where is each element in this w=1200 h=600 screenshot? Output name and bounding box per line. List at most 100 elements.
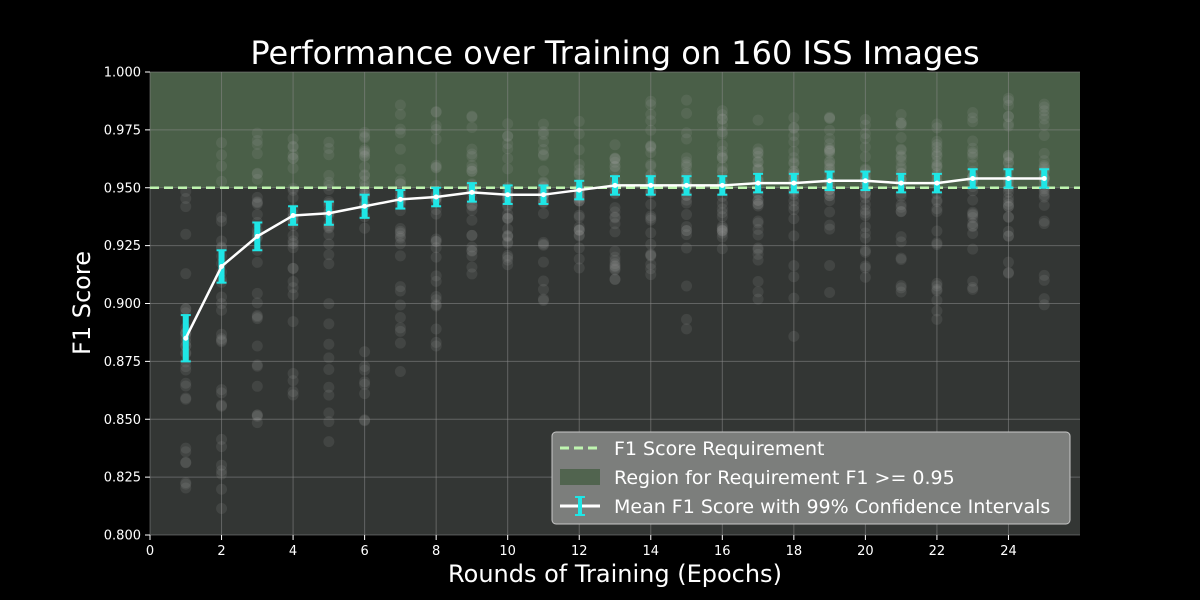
scatter-point [752, 244, 764, 256]
scatter-point [1002, 99, 1014, 111]
scatter-point [788, 122, 800, 134]
scatter-point [216, 328, 228, 340]
scatter-point [502, 143, 514, 155]
scatter-point [430, 235, 442, 247]
mean-point [791, 180, 797, 186]
scatter-point [716, 126, 728, 138]
scatter-point [967, 135, 979, 147]
scatter-point [967, 116, 979, 128]
scatter-point [359, 360, 371, 372]
scatter-point [323, 338, 335, 350]
scatter-point [824, 145, 836, 157]
scatter-point [788, 213, 800, 225]
scatter-point [609, 251, 621, 263]
scatter-point [1002, 230, 1014, 242]
scatter-point [323, 364, 335, 376]
scatter-point [752, 194, 764, 206]
mean-point [1041, 175, 1047, 181]
scatter-point [251, 198, 263, 210]
scatter-point [824, 219, 836, 231]
x-tick-label: 0 [146, 544, 154, 559]
scatter-point [716, 224, 728, 236]
legend-label-mean: Mean F1 Score with 99% Confidence Interv… [614, 496, 1050, 518]
scatter-point [251, 311, 263, 323]
scatter-point [287, 140, 299, 152]
scatter-point [788, 330, 800, 342]
scatter-point [466, 111, 478, 123]
scatter-point [1038, 215, 1050, 227]
scatter-point [537, 148, 549, 160]
scatter-point [895, 231, 907, 243]
scatter-point [537, 165, 549, 177]
scatter-point [180, 442, 192, 454]
scatter-point [895, 206, 907, 218]
scatter-point [824, 147, 836, 159]
mean-point [505, 192, 511, 198]
scatter-point [1038, 299, 1050, 311]
scatter-point [967, 212, 979, 224]
x-axis: 0 2 4 6 8 10 12 14 16 18 20 22 24 [146, 535, 1017, 559]
scatter-point [931, 277, 943, 289]
scatter-point [359, 147, 371, 159]
scatter-point [609, 260, 621, 272]
scatter-point [287, 192, 299, 204]
scatter-point [216, 211, 228, 223]
scatter-point [788, 145, 800, 157]
scatter-point [394, 123, 406, 135]
scatter-point [609, 258, 621, 270]
scatter-point [466, 245, 478, 257]
scatter-point [359, 151, 371, 163]
scatter-point [287, 282, 299, 294]
scatter-point [895, 163, 907, 175]
scatter-point [824, 144, 836, 156]
scatter-point [287, 276, 299, 288]
scatter-point [430, 236, 442, 248]
scatter-point [824, 138, 836, 150]
scatter-point [251, 168, 263, 180]
scatter-point [180, 482, 192, 494]
scatter-point [287, 262, 299, 274]
scatter-point [1002, 225, 1014, 237]
scatter-point [716, 128, 728, 140]
scatter-point [216, 137, 228, 149]
scatter-point [537, 136, 549, 148]
scatter-point [1002, 201, 1014, 213]
scatter-point [788, 204, 800, 216]
scatter-point [967, 282, 979, 294]
x-axis-label: Rounds of Training (Epochs) [448, 560, 782, 588]
scatter-point [645, 238, 657, 250]
scatter-point [394, 163, 406, 175]
scatter-point [216, 399, 228, 411]
scatter-point [645, 99, 657, 111]
scatter-point [287, 235, 299, 247]
scatter-point [681, 94, 693, 106]
scatter-point [752, 164, 764, 176]
scatter-point [681, 323, 693, 335]
x-tick-label: 14 [642, 544, 659, 559]
x-tick-label: 24 [1000, 544, 1017, 559]
scatter-point [967, 227, 979, 239]
scatter-point [573, 144, 585, 156]
scatter-point [216, 384, 228, 396]
scatter-point [180, 393, 192, 405]
scatter-point [251, 310, 263, 322]
legend: F1 Score Requirement Region for Requirem… [551, 431, 1071, 525]
scatter-point [609, 139, 621, 151]
scatter-point [859, 246, 871, 258]
scatter-point [251, 173, 263, 185]
y-tick-label: 0.925 [104, 239, 141, 254]
scatter-point [824, 159, 836, 171]
scatter-point [645, 249, 657, 261]
scatter-point [323, 149, 335, 161]
scatter-point [394, 127, 406, 139]
scatter-point [430, 323, 442, 335]
scatter-point [502, 223, 514, 235]
mean-point [183, 335, 189, 341]
scatter-point [1038, 199, 1050, 211]
mean-point [755, 180, 761, 186]
scatter-point [1002, 256, 1014, 268]
scatter-point [502, 212, 514, 224]
scatter-point [1038, 218, 1050, 230]
scatter-point [609, 273, 621, 285]
scatter-point [466, 241, 478, 253]
